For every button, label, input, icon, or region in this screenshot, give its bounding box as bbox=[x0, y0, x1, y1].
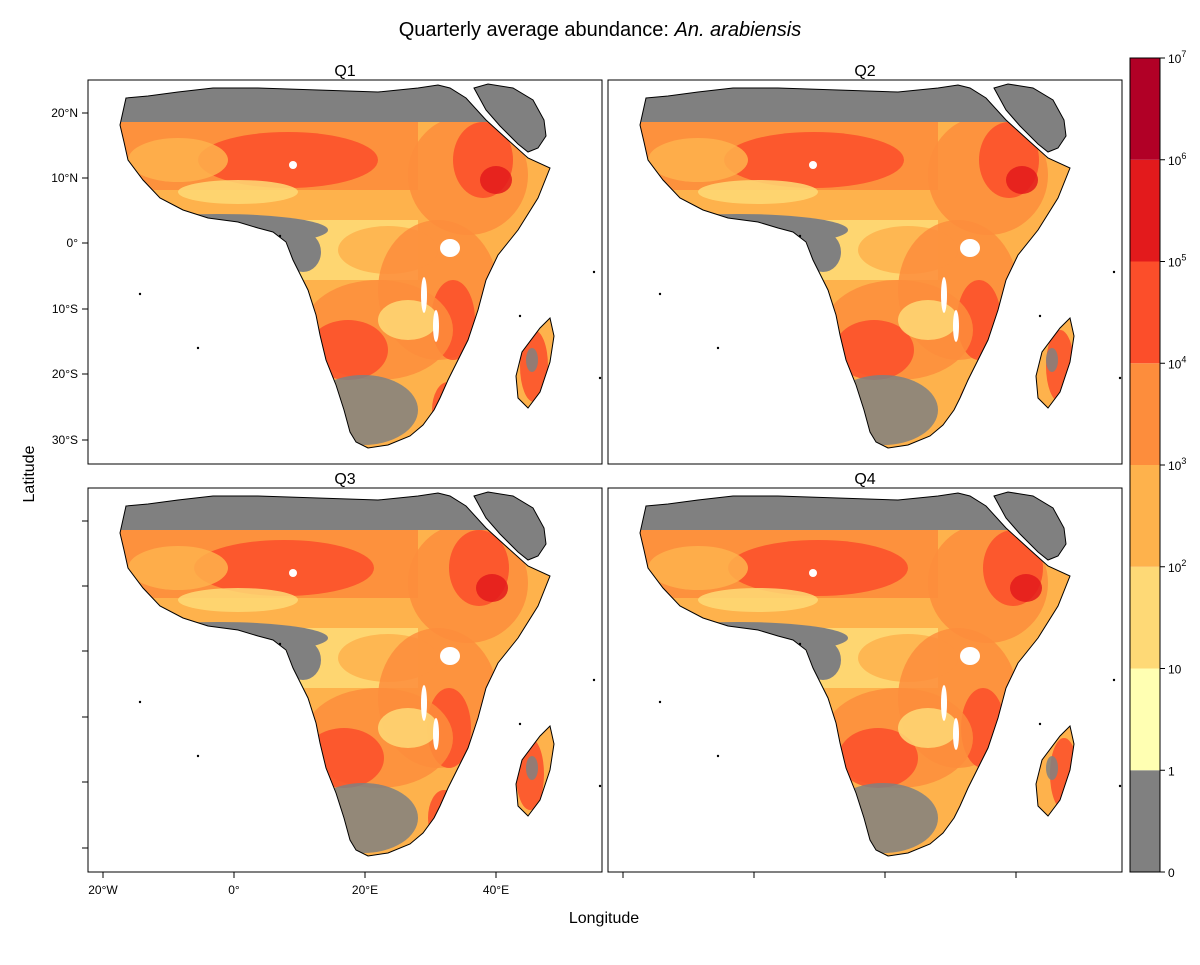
island bbox=[716, 754, 720, 758]
map-panel-q4 bbox=[607, 487, 1123, 873]
island bbox=[196, 346, 200, 350]
legend-label-base: 10 bbox=[1168, 561, 1182, 575]
y-tick-label: 20°N bbox=[51, 106, 78, 120]
legend-label-base: 10 bbox=[1168, 154, 1182, 168]
x-tick-label: 40°E bbox=[483, 883, 509, 897]
legend-swatch bbox=[1130, 566, 1160, 669]
legend-label: 104 bbox=[1168, 354, 1186, 371]
legend-label-exponent: 2 bbox=[1181, 558, 1186, 568]
y-tick-label: 10°S bbox=[52, 302, 78, 316]
legend-label-exponent: 4 bbox=[1181, 354, 1186, 364]
map-panel-q2 bbox=[607, 79, 1123, 465]
island bbox=[1112, 270, 1116, 274]
island bbox=[658, 292, 662, 296]
island bbox=[598, 376, 602, 380]
legend-label: 0 bbox=[1168, 866, 1175, 880]
figure-title: Quarterly average abundance: An. arabien… bbox=[399, 19, 801, 41]
x-tick-label: 20°E bbox=[352, 883, 378, 897]
x-tick-label: 20°W bbox=[88, 883, 118, 897]
legend-label-base: 10 bbox=[1168, 357, 1182, 371]
island bbox=[518, 722, 522, 726]
island bbox=[592, 270, 596, 274]
island bbox=[1112, 678, 1116, 682]
y-tick-label: 10°N bbox=[51, 171, 78, 185]
legend-label: 102 bbox=[1168, 558, 1186, 575]
island bbox=[1038, 722, 1042, 726]
legend-label-base: 1 bbox=[1168, 764, 1175, 778]
legend-swatch bbox=[1130, 261, 1160, 364]
legend-label-base: 10 bbox=[1168, 459, 1182, 473]
island bbox=[518, 314, 522, 318]
island bbox=[1118, 784, 1122, 788]
legend-label-base: 10 bbox=[1168, 52, 1182, 66]
legend-label-exponent: 5 bbox=[1181, 253, 1186, 263]
panel-title-q3: Q3 bbox=[334, 471, 355, 488]
panel-title-q2: Q2 bbox=[854, 63, 875, 80]
island bbox=[598, 784, 602, 788]
legend-label: 106 bbox=[1168, 151, 1186, 168]
legend-swatch bbox=[1130, 363, 1160, 465]
legend-label: 103 bbox=[1168, 456, 1186, 473]
title-prefix: Quarterly average abundance: bbox=[399, 19, 675, 41]
island bbox=[592, 678, 596, 682]
x-axis-title: Longitude bbox=[569, 910, 639, 927]
y-axis: 20°N 10°N 0° 10°S 20°S 30°S bbox=[51, 106, 88, 849]
island bbox=[278, 642, 282, 646]
legend-label-exponent: 6 bbox=[1181, 151, 1186, 161]
legend-label-base: 10 bbox=[1168, 663, 1182, 677]
island bbox=[716, 346, 720, 350]
legend-swatch bbox=[1130, 58, 1160, 160]
legend-label-base: 10 bbox=[1168, 256, 1182, 270]
panel-frame bbox=[607, 79, 1123, 465]
legend-label-base: 0 bbox=[1168, 866, 1175, 880]
legend-label: 1 bbox=[1168, 764, 1175, 778]
island bbox=[658, 700, 662, 704]
legend-label-exponent: 7 bbox=[1181, 49, 1186, 59]
legend-swatch bbox=[1130, 668, 1160, 771]
island bbox=[798, 234, 802, 238]
legend-label: 105 bbox=[1168, 253, 1186, 270]
island bbox=[1118, 376, 1122, 380]
y-tick-label: 20°S bbox=[52, 367, 78, 381]
legend-label: 10 bbox=[1168, 663, 1182, 677]
island bbox=[278, 234, 282, 238]
island bbox=[1038, 314, 1042, 318]
legend-swatch bbox=[1130, 465, 1160, 567]
legend-swatch bbox=[1130, 159, 1160, 262]
legend-label: 107 bbox=[1168, 49, 1186, 66]
panel-title-q1: Q1 bbox=[334, 63, 355, 80]
island bbox=[138, 292, 142, 296]
x-tick-label: 0° bbox=[228, 883, 240, 897]
map-panel-q1 bbox=[87, 79, 603, 465]
title-species: An. arabiensis bbox=[673, 19, 801, 41]
panel-frame bbox=[87, 79, 603, 465]
legend-label-exponent: 3 bbox=[1181, 456, 1186, 466]
panel-frame bbox=[607, 487, 1123, 873]
island bbox=[798, 642, 802, 646]
y-tick-label: 0° bbox=[67, 236, 79, 250]
abundance-raster bbox=[120, 85, 554, 448]
legend-swatch bbox=[1130, 770, 1160, 872]
panel-frame bbox=[87, 487, 603, 873]
panel-title-q4: Q4 bbox=[854, 471, 875, 488]
island bbox=[138, 700, 142, 704]
map-panel-q3 bbox=[87, 487, 603, 873]
y-axis-title: Latitude bbox=[21, 445, 38, 502]
island bbox=[196, 754, 200, 758]
y-tick-label: 30°S bbox=[52, 433, 78, 447]
x-axis: 20°W 0° 20°E 40°E bbox=[88, 872, 1017, 897]
